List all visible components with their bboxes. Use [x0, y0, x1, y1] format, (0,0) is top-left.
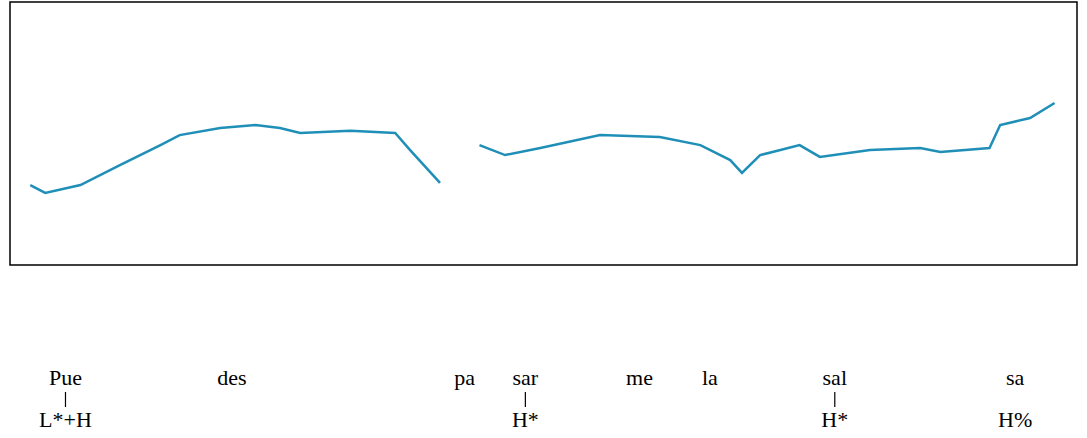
svg-text:pa: pa: [454, 365, 475, 390]
svg-text:H*: H*: [512, 407, 539, 432]
svg-text:H*: H*: [821, 407, 848, 432]
svg-text:L*+H: L*+H: [39, 407, 92, 432]
svg-text:sal: sal: [823, 365, 847, 390]
svg-text:H%: H%: [998, 407, 1032, 432]
svg-text:des: des: [217, 365, 246, 390]
svg-text:la: la: [702, 365, 718, 390]
svg-text:me: me: [626, 365, 653, 390]
svg-text:Pue: Pue: [49, 365, 82, 390]
svg-text:sa: sa: [1006, 365, 1025, 390]
svg-text:sar: sar: [513, 365, 539, 390]
